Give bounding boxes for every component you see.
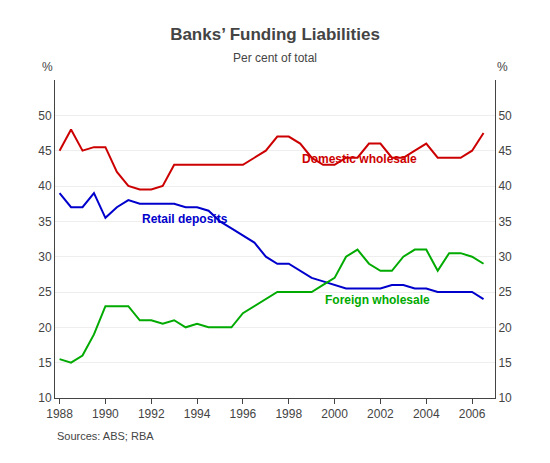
svg-text:%: % <box>497 60 508 74</box>
svg-text:40: 40 <box>38 179 52 193</box>
svg-text:15: 15 <box>498 356 512 370</box>
svg-text:2002: 2002 <box>367 407 394 421</box>
svg-text:25: 25 <box>38 285 52 299</box>
svg-text:2000: 2000 <box>321 407 348 421</box>
svg-text:10: 10 <box>38 391 52 405</box>
svg-text:1998: 1998 <box>275 407 302 421</box>
svg-text:1994: 1994 <box>184 407 211 421</box>
svg-text:20: 20 <box>38 321 52 335</box>
svg-text:50: 50 <box>498 109 512 123</box>
svg-text:45: 45 <box>498 144 512 158</box>
svg-text:Foreign wholesale: Foreign wholesale <box>325 293 430 307</box>
svg-text:1988: 1988 <box>46 407 73 421</box>
svg-text:Banks’ Funding LiabilitiesPer: Banks’ Funding LiabilitiesPer cent of to… <box>170 25 380 65</box>
svg-text:Domestic wholesale: Domestic wholesale <box>302 152 417 166</box>
svg-text:%: % <box>42 60 53 74</box>
svg-text:50: 50 <box>38 109 52 123</box>
svg-text:2004: 2004 <box>413 407 440 421</box>
svg-text:1992: 1992 <box>138 407 165 421</box>
svg-text:20: 20 <box>498 321 512 335</box>
svg-text:30: 30 <box>498 250 512 264</box>
svg-text:25: 25 <box>498 285 512 299</box>
svg-text:2006: 2006 <box>459 407 486 421</box>
svg-text:1990: 1990 <box>92 407 119 421</box>
svg-text:Retail deposits: Retail deposits <box>142 212 228 226</box>
svg-text:15: 15 <box>38 356 52 370</box>
svg-text:1996: 1996 <box>230 407 257 421</box>
svg-text:30: 30 <box>38 250 52 264</box>
svg-text:10: 10 <box>498 391 512 405</box>
svg-text:40: 40 <box>498 179 512 193</box>
svg-text:35: 35 <box>498 215 512 229</box>
svg-text:35: 35 <box>38 215 52 229</box>
svg-text:45: 45 <box>38 144 52 158</box>
svg-text:Sources: ABS; RBA: Sources: ABS; RBA <box>57 430 154 442</box>
